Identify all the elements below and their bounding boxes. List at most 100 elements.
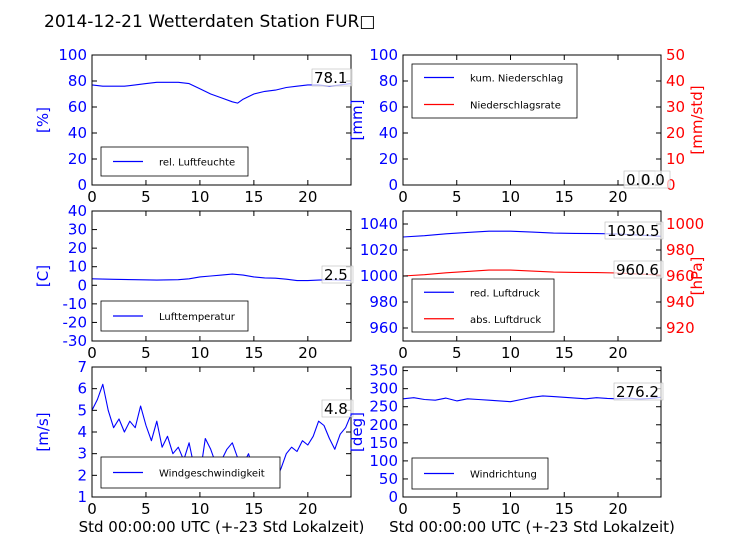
y-tick-label: 60 xyxy=(379,98,398,116)
y-tick-label: 2 xyxy=(77,466,87,484)
y-tick-label: 0 xyxy=(77,276,87,294)
y2-tick-label: 920 xyxy=(666,319,695,337)
x-tick-label: 20 xyxy=(298,500,317,518)
y2-tick-label: 40 xyxy=(666,72,685,90)
x-tick-label: 5 xyxy=(452,344,462,362)
x-tick-label: 0 xyxy=(87,500,97,518)
legend-label: red. Luftdruck xyxy=(470,288,540,299)
current-value: 4.8 xyxy=(324,400,348,418)
y-tick-label: 40 xyxy=(68,124,87,142)
page-title: 2014-12-21 Wetterdaten Station FUR□ xyxy=(44,12,375,32)
x-tick-label: 5 xyxy=(141,188,151,206)
x-tick-label: 10 xyxy=(501,188,520,206)
x-tick-label: 20 xyxy=(608,188,627,206)
x-tick-label: 5 xyxy=(452,500,462,518)
legend-label: Windrichtung xyxy=(470,470,537,481)
y-axis-label: [%] xyxy=(34,107,52,133)
y-tick-label: 960 xyxy=(369,319,398,337)
current-value-box xyxy=(311,68,353,87)
x-tick-label: 10 xyxy=(190,344,209,362)
y2-tick-label: 50 xyxy=(666,46,685,64)
y2-tick-label: 30 xyxy=(666,98,685,116)
x-tick-label: 0 xyxy=(87,188,97,206)
y2-tick-label: 0 xyxy=(666,176,676,194)
x-tick-label: 20 xyxy=(608,500,627,518)
panel-humidity: 0 5 10 15 20 0 20 40 60 80 100 [%] 78.1 rel. Luftfeuc… xyxy=(34,46,353,206)
y-tick-label: -10 xyxy=(63,295,88,313)
x-tick-label: 15 xyxy=(244,344,263,362)
legend: Windrichtung xyxy=(411,457,549,490)
y-tick-label: 100 xyxy=(369,452,398,470)
x-tick-label: 0 xyxy=(398,500,408,518)
legend-box xyxy=(100,456,281,489)
y-tick-label: 3 xyxy=(77,445,87,463)
y-tick-label: 20 xyxy=(68,150,87,168)
x-tick-label: 15 xyxy=(244,500,263,518)
x-tick-label: 15 xyxy=(555,344,574,362)
current-value-2: 960.6 xyxy=(616,261,659,279)
y-tick-label: 150 xyxy=(369,434,398,452)
y-tick-label: 60 xyxy=(68,98,87,116)
x-tick-label: 10 xyxy=(501,500,520,518)
current-value-2-box xyxy=(638,170,671,189)
series-line-0 xyxy=(91,273,352,282)
y-tick-label: 300 xyxy=(369,380,398,398)
y-tick-label: 0 xyxy=(388,488,398,506)
y-axis-label: [C] xyxy=(34,265,52,287)
y-tick-label: 50 xyxy=(379,470,398,488)
current-value-box xyxy=(321,265,354,284)
y-tick-label: 80 xyxy=(379,72,398,90)
current-value-box xyxy=(604,221,664,240)
y-tick-label: 20 xyxy=(379,150,398,168)
y2-tick-label: 1000 xyxy=(666,215,704,233)
x-tick-label: 5 xyxy=(141,344,151,362)
legend: Windgeschwindigkeit xyxy=(100,456,281,489)
y-tick-label: 0 xyxy=(77,176,87,194)
legend-label: rel. Luftfeuchte xyxy=(159,158,235,169)
y-tick-label: 5 xyxy=(77,401,87,419)
plot-frame xyxy=(91,54,352,186)
y-tick-label: 1020 xyxy=(360,241,398,259)
panel-precipitation: 0 5 10 15 20 0 20 40 60 80 100 0 10 20 30 40 50 [mm] [mm/s… xyxy=(348,46,706,206)
x-tick-label: 10 xyxy=(501,344,520,362)
x-tick-label: 15 xyxy=(244,188,263,206)
plot-frame xyxy=(402,366,662,498)
y-tick-label: 250 xyxy=(369,398,398,416)
x-tick-label: 20 xyxy=(298,188,317,206)
legend-label: Lufttemperatur xyxy=(159,312,236,323)
y2-axis-label: [hPa] xyxy=(688,257,706,296)
x-tick-label: 20 xyxy=(298,344,317,362)
current-value: 78.1 xyxy=(314,69,347,87)
current-value-box xyxy=(613,382,664,401)
current-value: 276.2 xyxy=(616,383,659,401)
y2-tick-label: 10 xyxy=(666,150,685,168)
legend-box xyxy=(411,63,578,119)
series-line-0 xyxy=(91,81,352,104)
y2-tick-label: 20 xyxy=(666,124,685,142)
y2-tick-label: 980 xyxy=(666,241,695,259)
y-tick-label: 10 xyxy=(68,258,87,276)
legend: red. Luftdruck abs. Luftdruck xyxy=(411,278,555,333)
y-tick-label: 0 xyxy=(388,176,398,194)
y-tick-label: 350 xyxy=(369,362,398,380)
y-tick-label: -30 xyxy=(63,332,88,350)
x-tick-label: 10 xyxy=(190,500,209,518)
y2-tick-label: 960 xyxy=(666,267,695,285)
legend: Lufttemperatur xyxy=(100,300,249,332)
legend-label: kum. Niederschlag xyxy=(470,74,563,85)
legend-box xyxy=(411,278,555,333)
y-axis-label: [m/s] xyxy=(34,412,52,451)
panel-pressure: 0 5 10 15 20 960 980 1000 1020 1040 920 940 960 980 10… xyxy=(360,210,706,362)
legend-box xyxy=(100,146,249,177)
y-tick-label: 100 xyxy=(369,46,398,64)
y-tick-label: 7 xyxy=(77,358,87,376)
current-value-2-box xyxy=(613,260,664,279)
x-tick-label: 5 xyxy=(141,500,151,518)
x-tick-label: 15 xyxy=(555,500,574,518)
y-tick-label: 1 xyxy=(77,488,87,506)
y-tick-label: 6 xyxy=(77,380,87,398)
y-tick-label: 100 xyxy=(58,46,87,64)
legend-label: abs. Luftdruck xyxy=(470,315,541,326)
